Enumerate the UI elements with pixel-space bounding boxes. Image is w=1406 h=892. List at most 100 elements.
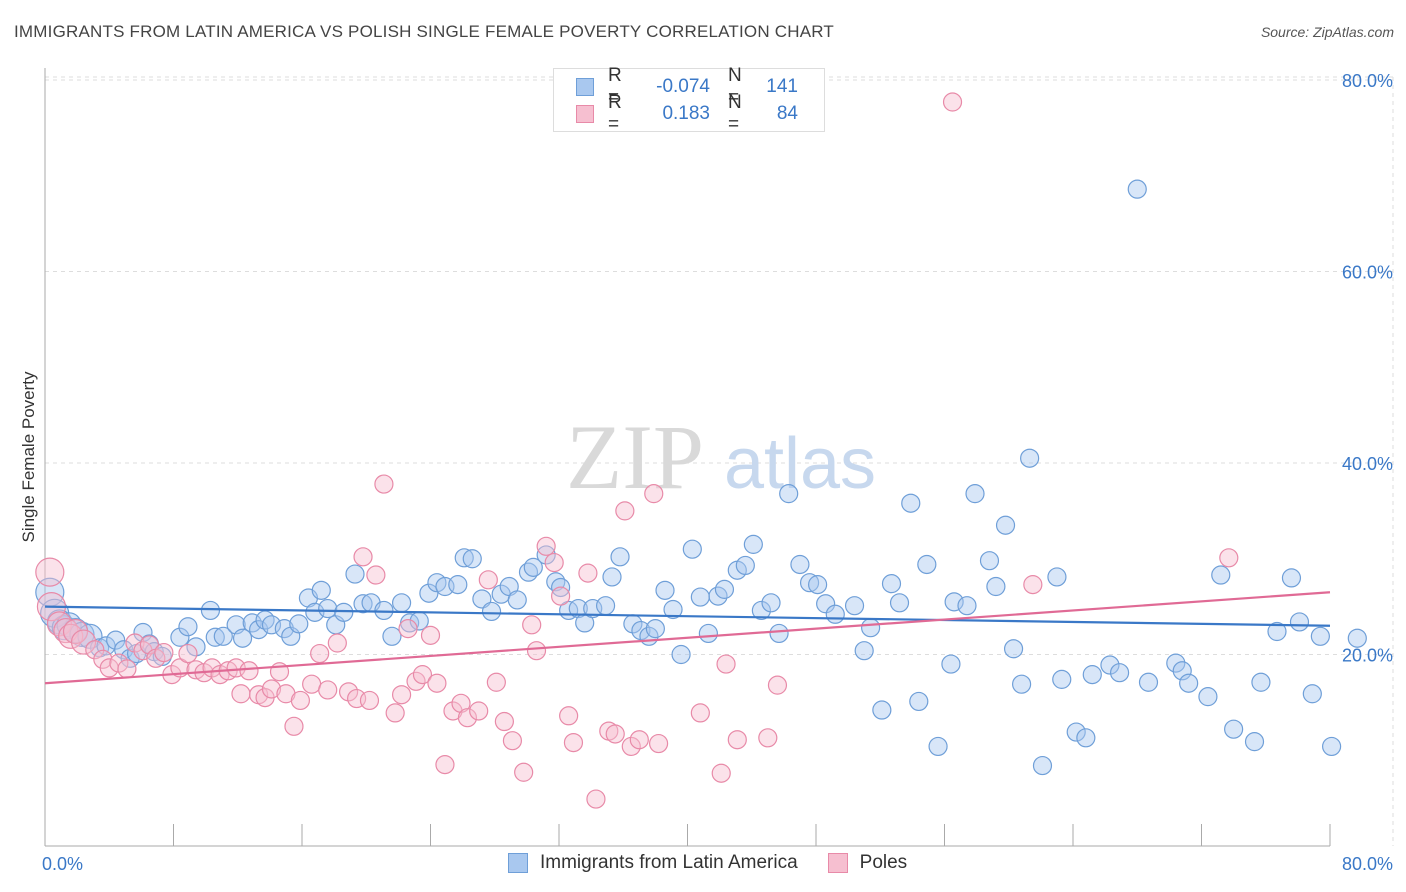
data-points: [35, 92, 1367, 809]
point-latin-america: [1011, 674, 1032, 694]
point-latin-america: [523, 557, 543, 577]
point-latin-america: [213, 626, 233, 646]
legend-swatch-poles: [576, 105, 594, 123]
point-latin-america: [743, 534, 763, 554]
point-latin-america: [454, 548, 474, 568]
point-latin-america: [663, 599, 683, 620]
point-latin-america: [909, 691, 929, 712]
point-latin-america: [382, 626, 402, 646]
point-poles: [578, 563, 598, 583]
point-latin-america: [1267, 621, 1287, 642]
point-latin-america: [901, 493, 921, 513]
point-latin-america: [448, 575, 468, 595]
correlation-legend: R = -0.074 N = 141 R = 0.183 N = 84: [553, 65, 825, 135]
point-latin-america: [986, 576, 1006, 597]
point-poles: [398, 619, 418, 639]
point-latin-america: [808, 575, 828, 595]
y-axis-label: Single Female Poverty: [19, 371, 38, 543]
point-latin-america: [419, 583, 439, 603]
point-poles: [327, 633, 347, 653]
point-poles: [1219, 548, 1239, 568]
point-poles: [727, 730, 747, 750]
point-poles: [522, 615, 542, 635]
point-latin-america: [232, 628, 253, 648]
point-poles: [494, 711, 514, 732]
point-poles: [239, 661, 259, 681]
point-latin-america: [944, 592, 964, 612]
point-latin-america: [1224, 719, 1244, 739]
point-latin-america: [861, 618, 881, 638]
point-latin-america: [1138, 672, 1159, 692]
point-latin-america: [1066, 722, 1086, 742]
point-latin-america: [825, 604, 845, 624]
point-latin-america: [205, 627, 225, 647]
point-latin-america: [790, 554, 810, 575]
point-poles: [486, 672, 506, 692]
point-latin-america: [979, 551, 1000, 571]
point-latin-america: [957, 596, 977, 616]
point-poles: [117, 659, 137, 679]
point-poles: [231, 684, 251, 704]
point-latin-america: [1172, 661, 1192, 681]
point-poles: [559, 706, 579, 726]
legend-n-label: N =: [728, 65, 742, 108]
point-latin-america: [507, 590, 527, 610]
point-poles: [502, 731, 523, 751]
point-poles: [644, 484, 664, 504]
point-latin-america: [178, 617, 198, 637]
point-latin-america: [1211, 565, 1231, 585]
legend-swatch-latin-america: [576, 78, 594, 96]
point-poles: [1023, 575, 1043, 595]
point-latin-america: [200, 600, 221, 621]
point-poles: [536, 536, 556, 556]
x-tick-label: 80.0%: [1342, 854, 1393, 874]
point-latin-america: [261, 615, 282, 635]
trend-line-poles: [44, 591, 1331, 685]
point-latin-america: [353, 594, 373, 614]
point-latin-america: [69, 621, 95, 647]
point-poles: [615, 501, 635, 521]
point-latin-america: [1082, 665, 1102, 685]
point-latin-america: [345, 564, 365, 584]
point-poles: [420, 625, 441, 645]
point-latin-america: [1347, 628, 1367, 648]
point-poles: [35, 557, 65, 587]
point-latin-america: [1251, 672, 1271, 692]
legend-r-value: 0.183: [662, 103, 710, 124]
trend-line-latin-america: [44, 605, 1331, 627]
point-poles: [435, 755, 455, 775]
point-latin-america: [671, 644, 691, 665]
point-latin-america: [941, 654, 961, 674]
legend-n-label: N =: [728, 92, 742, 135]
point-latin-america: [1047, 567, 1067, 587]
point-latin-america: [1020, 448, 1040, 468]
point-poles: [551, 586, 571, 606]
point-latin-america: [761, 593, 781, 613]
point-latin-america: [751, 600, 771, 621]
point-latin-america: [881, 574, 902, 594]
legend-item-latin-america: Immigrants from Latin America: [508, 852, 798, 874]
point-latin-america: [1179, 673, 1199, 693]
point-poles: [85, 640, 105, 660]
y-tick-label: 60.0%: [1342, 263, 1393, 283]
point-latin-america: [1322, 736, 1342, 757]
point-latin-america: [289, 614, 309, 634]
point-poles: [690, 703, 710, 723]
point-poles: [563, 732, 584, 753]
point-poles: [353, 547, 373, 567]
point-latin-america: [1076, 728, 1096, 748]
legend-swatch-poles: [827, 853, 848, 873]
point-poles: [514, 762, 534, 782]
grid-lines: [45, 76, 1394, 846]
point-poles: [526, 641, 547, 661]
point-latin-america: [1310, 626, 1330, 646]
point-latin-america: [928, 736, 948, 757]
point-latin-america: [311, 580, 331, 600]
point-latin-america: [965, 484, 985, 504]
point-poles: [125, 633, 145, 653]
point-poles: [758, 728, 778, 748]
point-latin-america: [779, 484, 799, 504]
point-latin-america: [602, 567, 622, 587]
legend-label-poles: Poles: [859, 852, 908, 873]
point-poles: [648, 733, 669, 754]
